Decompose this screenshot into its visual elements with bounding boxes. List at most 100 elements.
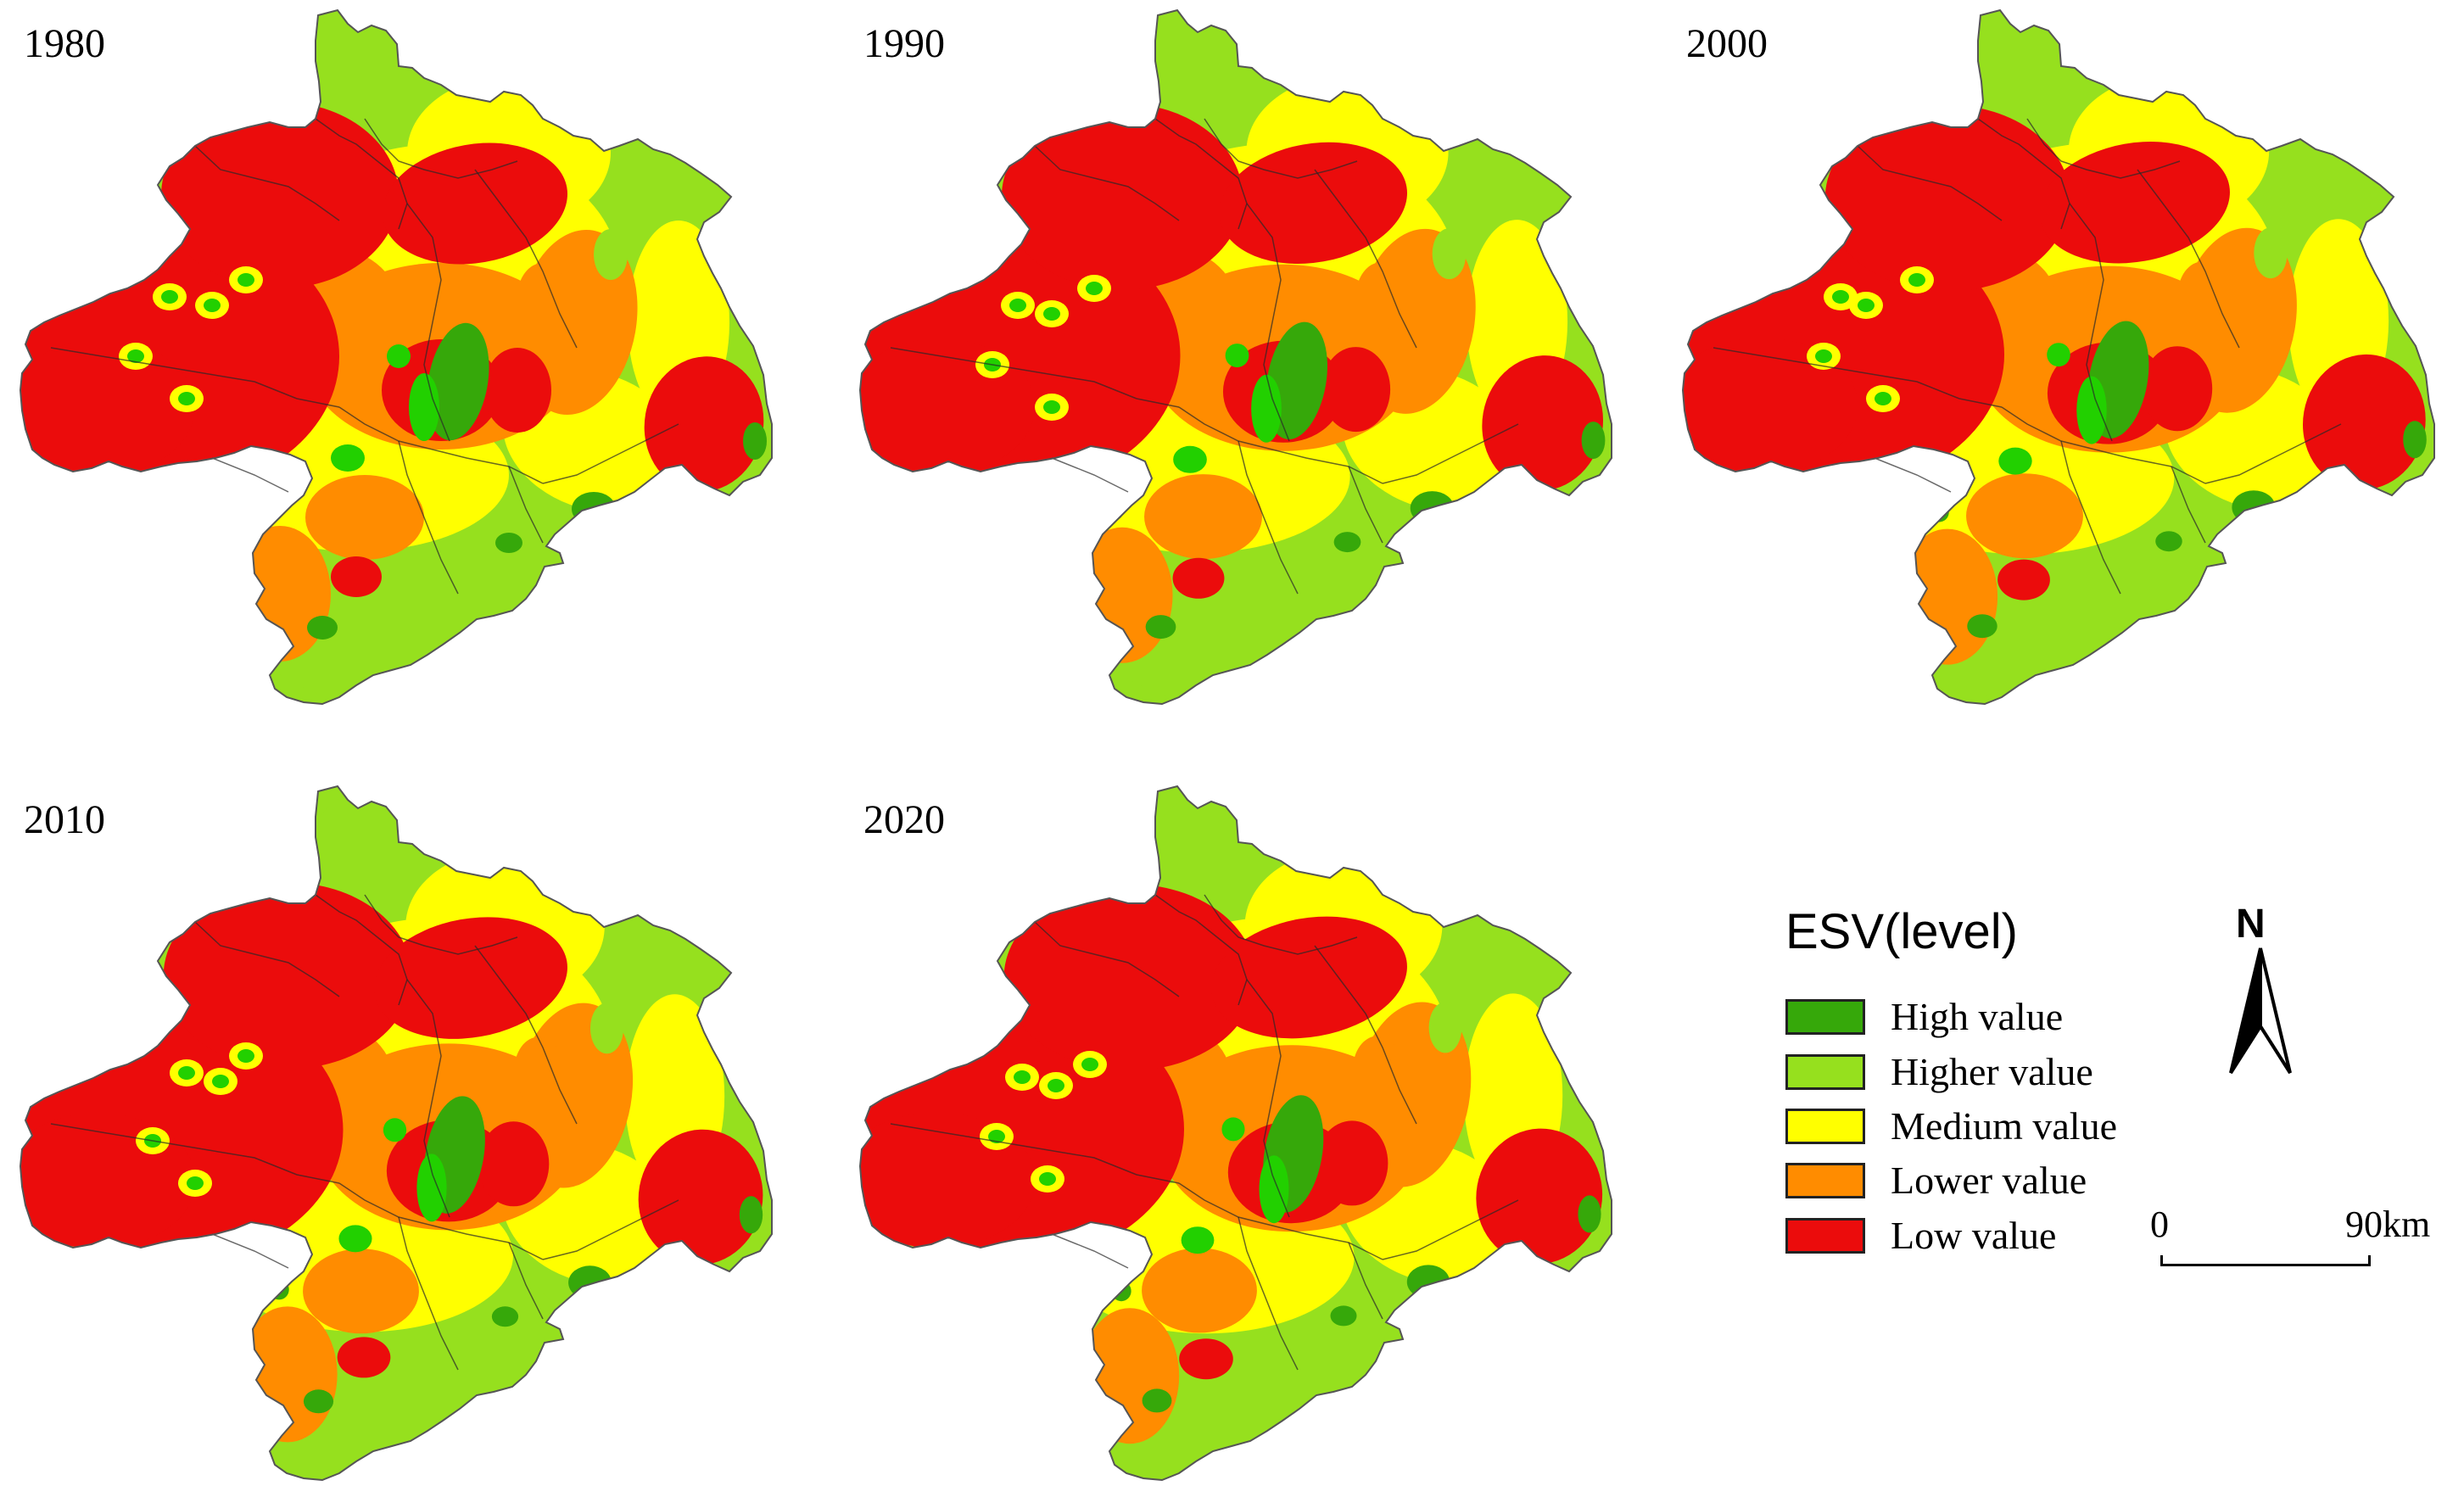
esv-zone-high [568,1265,612,1300]
esv-zone-lower [517,263,568,331]
esv-raster-layer [20,786,772,1480]
esv-spot-core [187,1176,204,1190]
esv-zone-higher [2254,227,2288,279]
legend-swatch [1785,1218,1865,1254]
district-boundary-line [398,1216,459,1371]
district-boundary-line [1246,979,1290,1218]
map-panel-2020: 2020 [840,776,1612,1497]
legend-swatch [1785,1054,1865,1090]
esv-zone-green_spot [1998,447,2032,475]
esv-zone-high [303,1389,334,1414]
esv-zone-lower [1144,474,1262,560]
esv-zone-lower [237,1306,338,1443]
district-boundary-line [2204,423,2342,484]
esv-zone-green_spot [2047,343,2070,367]
esv-zone-low [331,556,382,597]
esv-raster-layer [20,10,772,704]
district-boundary-line [364,118,518,179]
esv-map-2010 [19,785,773,1482]
map-year-label: 1980 [24,21,105,66]
legend-swatch [1785,1163,1865,1198]
esv-spot-core [1832,290,1849,304]
district-boundary-line [1382,423,1519,484]
district-boundary-line [194,921,340,997]
district-boundary-line [2026,118,2181,179]
esv-zone-low [1219,142,1407,264]
district-boundary-line [50,1123,340,1184]
district-boundary-line [1874,457,1952,493]
esv-zone-low [478,1121,550,1207]
esv-raster-layer [1683,10,2434,704]
esv-zone-high [491,1306,519,1327]
legend-label: Higher value [1891,1050,2093,1093]
district-boundary-line [1314,945,1417,1125]
esv-spot-core [1086,282,1103,295]
esv-zone-lower [303,1248,419,1334]
esv-zone-lower [2177,261,2228,330]
esv-zone-lower [1355,262,1407,331]
map-panel-2000: 2000 [1662,0,2435,721]
esv-spot-core [237,1049,254,1063]
north-arrow-label: N [2236,902,2266,947]
district-boundary-line [542,423,679,484]
district-boundary-line [474,169,578,349]
esv-zone-low [1997,559,2050,600]
esv-zone-green_spot [1181,1226,1215,1254]
esv-spot-core [1815,349,1832,363]
esv-map-1990 [858,8,1612,706]
map-year-label: 2000 [1686,21,1768,66]
legend-swatch [1785,999,1865,1035]
esv-zone-low [2142,346,2213,432]
esv-zone-green_spot [1251,374,1282,443]
map-year-label: 2020 [863,797,945,842]
esv-zone-lower [1352,1036,1403,1104]
esv-zone-lower [229,526,331,662]
esv-zone-low [638,1129,763,1265]
esv-zone-lower [1966,473,2083,559]
esv-zone-high [427,322,489,441]
district-boundary-line [211,457,289,493]
district-boundary-line [2137,169,2240,349]
district-boundary-line [1204,118,1358,179]
esv-spot-core [178,1066,195,1080]
region-outline [858,785,1612,1482]
esv-zone-lower [514,1036,564,1105]
esv-zone-green_spot [331,444,365,472]
esv-spot-core [988,1130,1005,1143]
esv-zone-low [1824,104,2070,292]
esv-zone-high [743,422,767,460]
esv-zone-lower [1080,1308,1180,1444]
esv-raster-layer [860,786,1612,1480]
legend: ESV(level) High value Higher value Mediu… [1785,908,2227,1272]
esv-zone-high [307,616,338,640]
district-boundary-line [1051,1233,1129,1269]
esv-zone-low [374,917,567,1039]
esv-zone-high [2403,421,2427,459]
scale-bar-line [2160,1255,2371,1266]
district-boundary-line [406,979,450,1218]
esv-spot-core [1875,392,1891,405]
region-outline [858,8,1612,706]
esv-zone-low [644,356,764,492]
esv-zone-low [1210,916,1407,1039]
esv-zone-low [483,348,551,433]
esv-zone-high [1330,1305,1357,1327]
district-boundary-line [1246,203,1290,442]
district-boundary-line [1238,440,1299,595]
map-year-label: 2010 [24,797,105,842]
district-boundary-line [1238,1216,1299,1371]
district-boundary-line [194,145,340,221]
esv-zone-high [1333,532,1361,553]
esv-spot-core [1081,1058,1098,1071]
district-boundary-line [1857,145,2003,221]
region-outline [19,8,773,706]
esv-spot-core [1039,1172,1056,1186]
district-boundary-line [890,347,1180,408]
esv-spot-core [1043,400,1060,414]
district-boundary-line [50,347,340,408]
esv-zone-high [495,533,522,553]
esv-zone-high [572,492,616,526]
north-arrow-right-half [2259,947,2292,1075]
esv-zone-lower [1897,528,1998,665]
